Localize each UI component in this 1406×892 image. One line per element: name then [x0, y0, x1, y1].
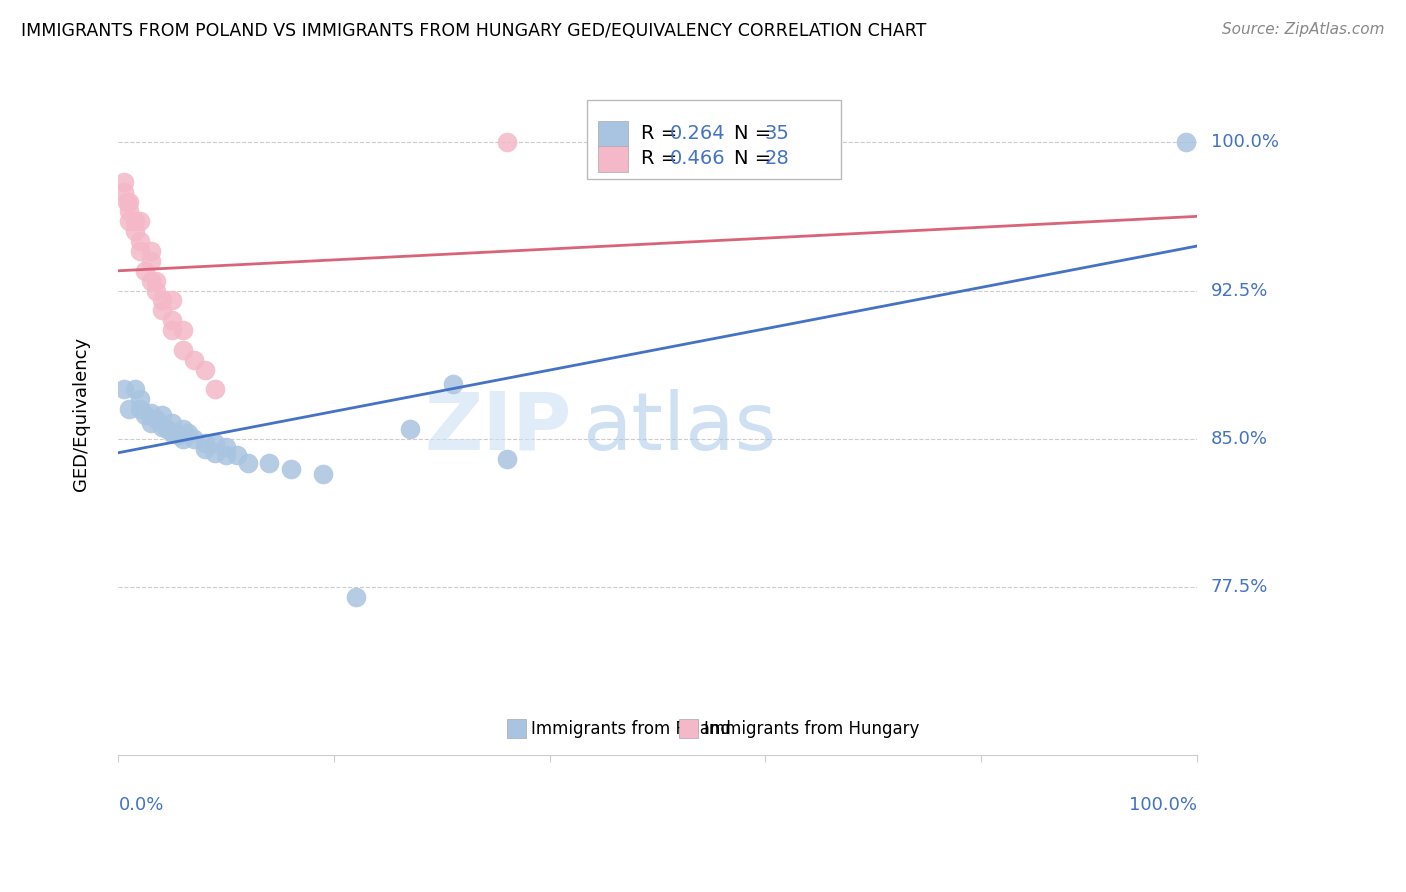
- Point: [166, 428, 188, 442]
- Text: N =: N =: [734, 150, 778, 169]
- Point: [124, 224, 146, 238]
- Point: [215, 448, 238, 462]
- Point: [112, 383, 135, 397]
- Point: [398, 422, 420, 436]
- Point: [150, 293, 173, 308]
- Point: [162, 425, 184, 440]
- Text: 0.466: 0.466: [669, 150, 725, 169]
- Text: IMMIGRANTS FROM POLAND VS IMMIGRANTS FROM HUNGARY GED/EQUIVALENCY CORRELATION CH: IMMIGRANTS FROM POLAND VS IMMIGRANTS FRO…: [21, 22, 927, 40]
- Point: [1174, 135, 1197, 149]
- Text: 92.5%: 92.5%: [1211, 282, 1268, 300]
- Point: [236, 456, 259, 470]
- Point: [204, 435, 226, 450]
- Point: [145, 274, 167, 288]
- Text: Immigrants from Hungary: Immigrants from Hungary: [704, 720, 920, 738]
- Point: [129, 234, 152, 248]
- FancyBboxPatch shape: [588, 100, 841, 178]
- Point: [162, 416, 184, 430]
- Point: [259, 456, 281, 470]
- Text: 100.0%: 100.0%: [1211, 133, 1278, 152]
- Point: [118, 204, 141, 219]
- Text: Immigrants from Poland: Immigrants from Poland: [531, 720, 731, 738]
- Point: [139, 416, 162, 430]
- Point: [145, 412, 167, 426]
- Text: 85.0%: 85.0%: [1211, 430, 1268, 448]
- Point: [280, 461, 302, 475]
- Point: [183, 432, 205, 446]
- Point: [150, 303, 173, 318]
- Point: [129, 392, 152, 407]
- Point: [129, 214, 152, 228]
- Point: [183, 352, 205, 367]
- Point: [112, 175, 135, 189]
- Text: 0.264: 0.264: [669, 124, 725, 144]
- Point: [139, 274, 162, 288]
- Point: [139, 244, 162, 258]
- Point: [124, 383, 146, 397]
- Point: [156, 422, 179, 436]
- Bar: [679, 719, 699, 739]
- Point: [177, 425, 200, 440]
- Point: [172, 343, 194, 357]
- Text: 28: 28: [765, 150, 789, 169]
- Text: 0.0%: 0.0%: [118, 797, 163, 814]
- Point: [215, 440, 238, 454]
- Point: [344, 590, 367, 604]
- Bar: [506, 719, 526, 739]
- Point: [124, 214, 146, 228]
- Point: [112, 185, 135, 199]
- Bar: [598, 146, 628, 172]
- Point: [162, 323, 184, 337]
- Point: [118, 214, 141, 228]
- Point: [226, 448, 249, 462]
- Point: [150, 420, 173, 434]
- Text: R =: R =: [641, 124, 683, 144]
- Point: [134, 264, 156, 278]
- Point: [172, 422, 194, 436]
- Text: Source: ZipAtlas.com: Source: ZipAtlas.com: [1222, 22, 1385, 37]
- Point: [139, 253, 162, 268]
- Point: [194, 435, 217, 450]
- Point: [172, 323, 194, 337]
- Point: [312, 467, 335, 482]
- Point: [115, 194, 138, 209]
- Point: [204, 446, 226, 460]
- Text: GED/Equivalency: GED/Equivalency: [72, 337, 90, 491]
- Point: [194, 442, 217, 456]
- Point: [162, 293, 184, 308]
- Point: [441, 376, 464, 391]
- Text: 77.5%: 77.5%: [1211, 578, 1268, 596]
- Point: [162, 313, 184, 327]
- Point: [172, 432, 194, 446]
- Point: [129, 402, 152, 417]
- Text: N =: N =: [734, 124, 778, 144]
- Text: ZIP: ZIP: [425, 389, 571, 467]
- Point: [118, 194, 141, 209]
- Point: [194, 362, 217, 376]
- Text: R =: R =: [641, 150, 683, 169]
- Point: [129, 244, 152, 258]
- Text: 35: 35: [765, 124, 789, 144]
- Bar: [598, 120, 628, 146]
- Point: [150, 408, 173, 422]
- Text: 100.0%: 100.0%: [1129, 797, 1197, 814]
- Point: [495, 451, 517, 466]
- Point: [118, 402, 141, 417]
- Point: [134, 408, 156, 422]
- Text: atlas: atlas: [582, 389, 776, 467]
- Point: [145, 284, 167, 298]
- Point: [204, 383, 226, 397]
- Point: [139, 406, 162, 420]
- Point: [495, 135, 517, 149]
